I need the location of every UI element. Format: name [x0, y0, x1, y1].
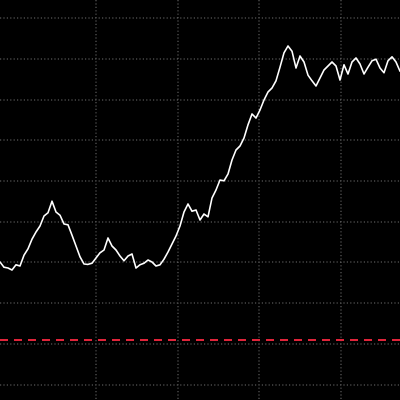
series-line-0 — [0, 45, 400, 271]
series-layer — [0, 45, 400, 271]
